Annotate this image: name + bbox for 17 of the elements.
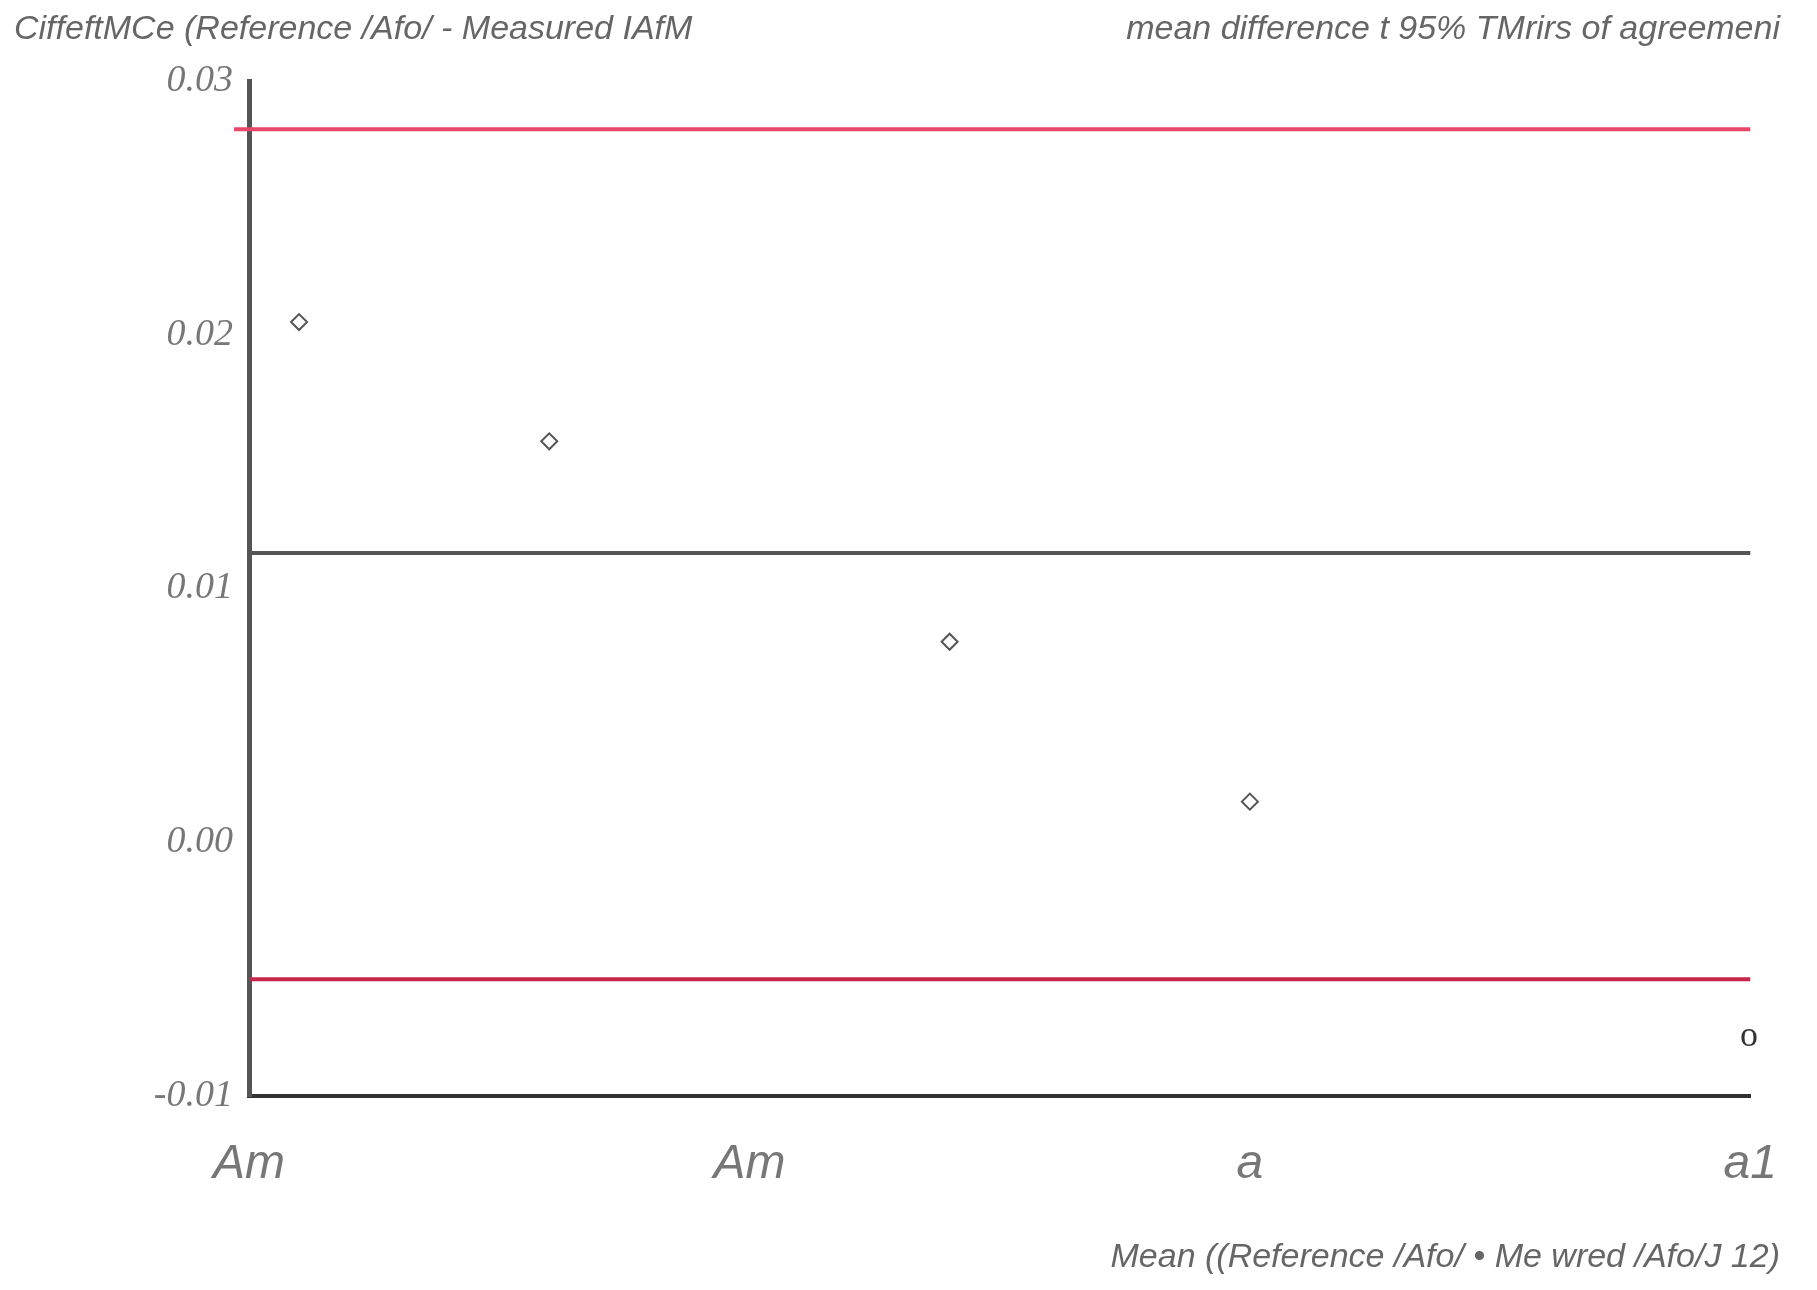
x-tick-label: a1 xyxy=(1723,1135,1777,1189)
x-tick-label: Am xyxy=(710,1135,786,1189)
point xyxy=(290,313,309,332)
y-tick-label: 0.03 xyxy=(166,56,233,99)
y-tick-label: 0.01 xyxy=(166,564,233,607)
y-tick-label: 0.02 xyxy=(166,310,233,353)
chart-subtitle: mean difference t 95% TMrirs of agreemeni xyxy=(1126,8,1782,47)
y-tick-label: -0.01 xyxy=(153,1071,233,1114)
x-tick-label: a xyxy=(1236,1135,1264,1189)
y-axis-title: CiffeftMCe (Reference /Afo/ - Measured IAfM xyxy=(14,8,694,47)
point xyxy=(540,432,559,451)
annotation: o xyxy=(1740,1014,1758,1055)
y-tick-label: 0.00 xyxy=(166,818,233,861)
x-axis-title: Mean ((Reference /Afo/ • Me wred /Afo/J 12) xyxy=(1110,1236,1780,1275)
point xyxy=(1240,792,1259,811)
point xyxy=(940,632,959,651)
x-tick-label: Am xyxy=(210,1135,285,1189)
